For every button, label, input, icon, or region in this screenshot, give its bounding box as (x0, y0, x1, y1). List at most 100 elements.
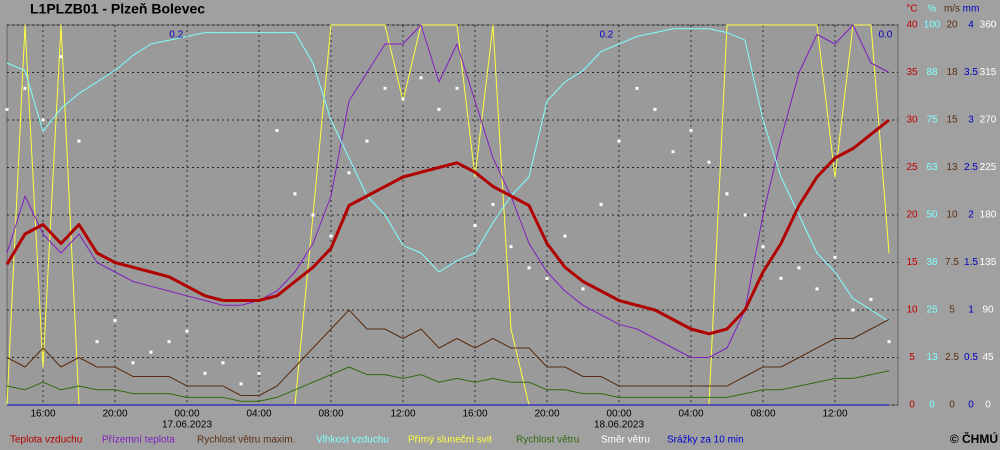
series-line (5, 118, 890, 336)
wind-direction-dot (293, 192, 297, 196)
x-tick-label: 12:00 (822, 409, 847, 420)
y-tick-label: 0 (929, 400, 935, 411)
wind-direction-dot (167, 340, 171, 344)
legend-entry: Rychlost větru maxim. (197, 435, 295, 446)
wind-direction-dot (761, 245, 765, 249)
y-tick-label: 50 (926, 210, 938, 221)
wind-direction-dot (257, 371, 261, 375)
wind-direction-dot (491, 202, 495, 206)
wind-direction-dot (599, 202, 603, 206)
y-tick-label: 45 (982, 352, 994, 363)
wind-direction-dot (527, 266, 531, 270)
y-tick-label: 270 (980, 115, 997, 126)
y-tick-label: 135 (980, 257, 997, 268)
y-tick-label: 360 (980, 20, 997, 31)
y-tick-label: 20 (906, 210, 918, 221)
wind-direction-dot (887, 340, 891, 344)
x-tick-label: 16:00 (462, 409, 487, 420)
wind-direction-dot (59, 55, 63, 59)
y-tick-label: 38 (926, 257, 938, 268)
wind-direction-dot (851, 308, 855, 312)
wind-direction-dot (563, 234, 567, 238)
wind-direction-dot (545, 276, 549, 280)
legend-entry: Teplota vzduchu (10, 435, 82, 446)
y-tick-label: 10 (946, 210, 958, 221)
wind-direction-dot (455, 86, 459, 90)
series-line (6, 24, 890, 358)
y-tick-label: 100 (924, 20, 941, 31)
y-tick-label: 90 (982, 305, 994, 316)
y-tick-label: 40 (906, 20, 918, 31)
x-tick-label: 16:00 (30, 409, 55, 420)
wind-direction-dot (617, 139, 621, 143)
y-tick-label: 10 (906, 305, 918, 316)
y-tick-label: 25 (926, 305, 938, 316)
wind-direction-dot (581, 287, 585, 291)
wind-direction-dot (311, 213, 315, 217)
wind-direction-dot (221, 361, 225, 365)
y-tick-label: 0 (985, 400, 991, 411)
wind-direction-dot (671, 150, 675, 154)
y-tick-label: 225 (980, 162, 997, 173)
wind-direction-dot (77, 139, 81, 143)
wind-direction-dot (473, 224, 477, 228)
annotation: 0.2 (169, 30, 183, 41)
x-tick-label: 08:00 (750, 409, 775, 420)
y-tick-label: 63 (926, 162, 938, 173)
y-tick-label: 25 (906, 162, 918, 173)
annotation: 0.0 (878, 30, 892, 41)
series-line (6, 309, 890, 396)
y-tick-label: 0 (949, 400, 955, 411)
y-tick-label: 0 (909, 400, 915, 411)
x-tick-label: 00:00 (606, 409, 631, 420)
date-label: 17.06.2023 (162, 420, 212, 431)
y-tick-label: 30 (906, 115, 918, 126)
wind-direction-dot (365, 139, 369, 143)
y-tick-label: 2 (968, 210, 974, 221)
wind-direction-dot (41, 118, 45, 122)
legend-entry: Srážky za 10 min (667, 435, 744, 446)
legend-entry: Přímý sluneční svit (408, 435, 492, 446)
series-line (6, 28, 890, 322)
y-tick-label: 15 (946, 115, 958, 126)
wind-direction-dot (437, 107, 441, 111)
wind-direction-dot (275, 129, 279, 133)
y-tick-label: 20 (946, 20, 958, 31)
y-tick-label: 3.5 (964, 67, 978, 78)
x-tick-label: 04:00 (678, 409, 703, 420)
y-tick-label: 75 (926, 115, 938, 126)
y-tick-label: 0 (968, 400, 974, 411)
y-tick-label: 5 (909, 352, 915, 363)
wind-direction-dot (815, 287, 819, 291)
axis-unit: mm (963, 4, 980, 15)
y-tick-label: 88 (926, 67, 938, 78)
wind-direction-dot (5, 107, 9, 111)
wind-direction-dot (113, 319, 117, 323)
axis-unit: m/s (944, 4, 960, 15)
y-tick-label: 3 (968, 115, 974, 126)
wind-direction-dot (401, 97, 405, 101)
y-tick-label: 315 (980, 67, 997, 78)
wind-direction-dot (743, 213, 747, 217)
x-tick-label: 12:00 (390, 409, 415, 420)
y-tick-label: 2.5 (945, 352, 959, 363)
legend-entry: Vlhkost vzduchu (316, 435, 389, 446)
wind-direction-dot (149, 350, 153, 354)
y-tick-label: 0.5 (964, 352, 978, 363)
y-tick-label: 5 (949, 305, 955, 316)
y-tick-label: 180 (980, 210, 997, 221)
wind-direction-dot (635, 86, 639, 90)
wind-direction-dot (203, 371, 207, 375)
wind-direction-dot (329, 234, 333, 238)
y-tick-label: 13 (926, 352, 938, 363)
legend-entry: Rychlost větru (516, 435, 579, 446)
wind-direction-dot (95, 340, 99, 344)
y-tick-label: 1 (968, 305, 974, 316)
wind-direction-dot (725, 192, 729, 196)
y-tick-label: 13 (946, 162, 958, 173)
x-tick-label: 00:00 (174, 409, 199, 420)
wind-direction-dot (833, 255, 837, 259)
wind-direction-dot (419, 76, 423, 80)
wind-direction-dot (131, 361, 135, 365)
